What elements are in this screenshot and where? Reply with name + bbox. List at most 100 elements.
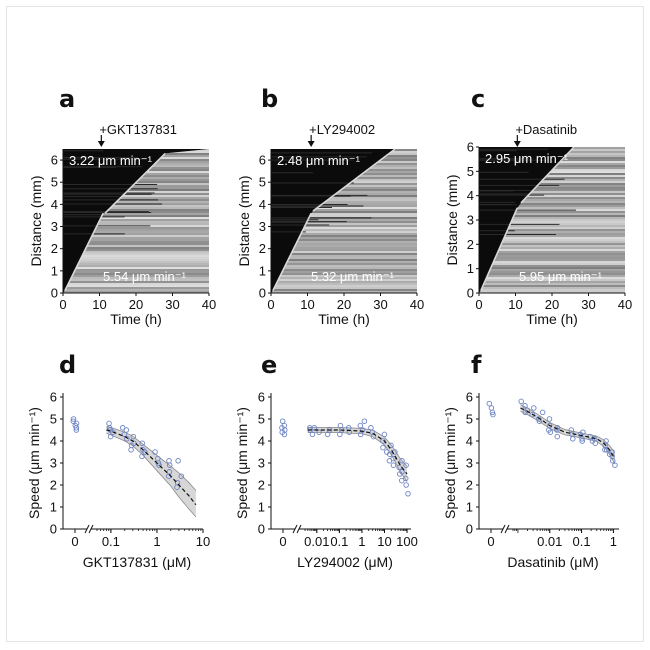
fit-line-after [104,152,166,214]
data-point [399,469,405,475]
kymo-streak [271,215,417,217]
data-point [402,475,409,482]
data-point [309,431,316,438]
data-point [119,425,126,431]
axis-break-mark [296,524,302,534]
kymo-streak [479,271,625,273]
x-tick-label: 0.1 [102,534,120,549]
speed-label-before: 5.95 μm min⁻¹ [519,269,603,284]
x-tick-label: 0 [71,534,78,549]
kymo-streak [271,227,417,229]
data-point [124,436,130,442]
kymo-streak [271,225,417,227]
kymo-streak [63,237,209,239]
data-point [368,425,374,431]
x-tick-label: 10 [300,297,314,312]
kymo-streak [63,259,209,261]
y-tick-label: 0 [466,522,473,537]
x-tick-label: 0 [475,297,482,312]
control-point [279,418,286,424]
kymo-streak [271,273,417,275]
data-point [580,429,586,435]
kymo-streak [63,205,209,207]
data-point [107,433,114,440]
kymo-streak [63,287,209,289]
control-point [279,425,285,431]
kymo-streak [63,277,209,279]
kymo-streak [271,233,417,235]
kymo-streak [63,261,209,263]
kymo-streak [271,197,417,199]
data-point [531,405,537,411]
data-point [603,438,609,444]
fit-line-after [312,148,396,212]
y-tick-label: 2 [467,237,474,252]
y-tick-label: 5 [50,412,57,427]
kymo-streak [63,291,209,293]
treatment-label: +LY294002 [309,122,375,137]
x-tick-label: 30 [373,297,387,312]
kymo-streak [271,275,417,277]
data-point [130,433,137,440]
y-tick-label: 0 [259,286,266,301]
kymo-streak [479,191,625,193]
kymo-streak [63,231,209,233]
kymo-streak [63,217,209,219]
kymo-streak [479,195,625,197]
y-tick-label: 2 [51,241,58,256]
speed-label-after: 2.95 μm min⁻¹ [485,151,569,166]
kymo-streak [63,219,209,221]
x-tick-label: 0.01 [537,534,562,549]
kymo-streak [479,263,625,265]
control-point [486,400,493,407]
kymo-streak [271,287,417,289]
kymo-streak [63,279,209,281]
data-point [361,418,368,424]
kymo-streak [271,207,417,209]
kymo-streak [63,247,209,249]
y-tick-label: 5 [51,175,58,190]
x-axis-title: LY294002 (μM) [297,554,393,570]
kymo-streak [271,209,417,211]
kymo-streak [271,247,417,249]
kymo-streak [63,271,209,273]
kymo-streak [271,199,417,201]
x-tick-label: 30 [581,297,595,312]
confidence-band [520,404,615,465]
kymo-streak [479,179,625,181]
y-tick-label: 3 [259,219,266,234]
data-point [610,458,616,464]
data-point [539,409,546,416]
y-tick-label: 6 [466,390,473,405]
data-point [403,482,409,488]
kymo-streak [63,189,209,191]
kymo-streak [63,257,209,259]
kymo-streak [479,207,625,209]
kymo-streak [63,195,209,197]
kymo-streak [479,235,625,237]
data-point [139,453,145,460]
fit-line-after [520,146,575,204]
ci-lower-line [307,432,408,482]
kymo-streak [63,207,209,209]
kymo-streak [63,221,209,223]
kymo-streak [479,253,625,255]
treatment-arrow-head [513,141,521,147]
data-point [139,440,145,446]
data-point [546,416,553,422]
kymo-streak [271,211,417,213]
kymo-streak [479,257,625,259]
y-tick-label: 1 [258,500,265,515]
y-tick-label: 2 [50,478,57,493]
kymo-streak [63,253,209,255]
x-tick-label: 0.1 [330,534,348,549]
kymo-streak [271,237,417,239]
kymo-streak [479,201,625,203]
kymo-streak [63,263,209,265]
data-point [390,462,397,468]
x-axis-title: GKT137831 (μM) [83,554,191,570]
kymo-streak [479,277,625,279]
x-tick-label: 0.01 [304,534,329,549]
kymo-streak [479,237,625,239]
y-tick-label: 4 [259,197,266,212]
